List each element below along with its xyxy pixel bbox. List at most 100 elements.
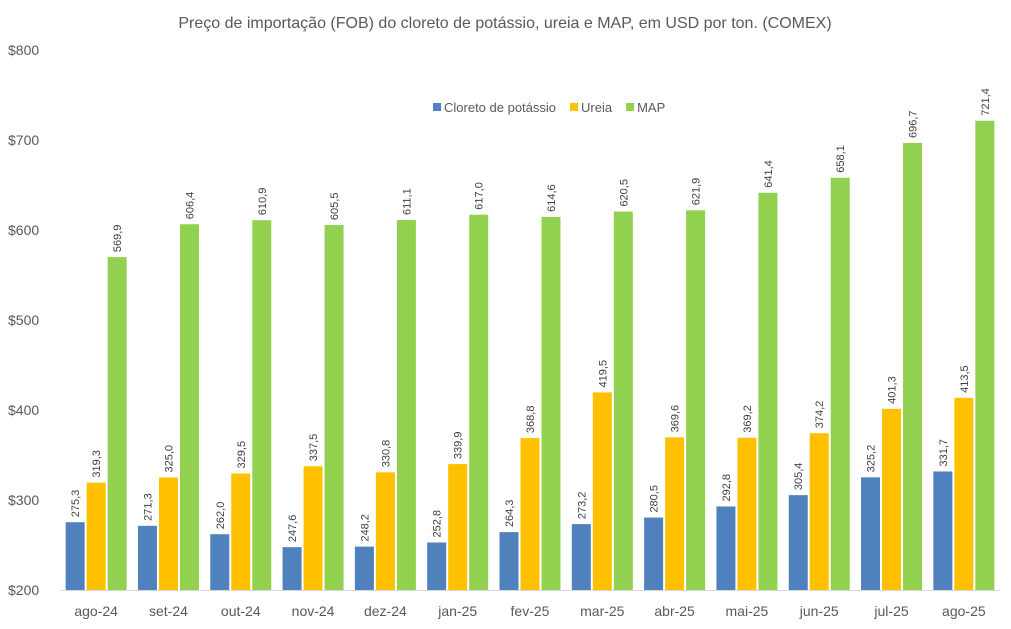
bar-ureia-fev-25 [520, 438, 540, 590]
data-label: 658,1 [835, 145, 847, 173]
bar-map-dez-24 [396, 220, 416, 590]
bar-cloreto-de-pot-ssio-ago-25 [933, 471, 953, 590]
data-label: 369,2 [742, 405, 754, 433]
bar-cloreto-de-pot-ssio-abr-25 [644, 517, 664, 590]
data-label: 331,7 [938, 439, 950, 467]
bar-map-out-24 [252, 220, 272, 590]
bar-map-jun-25 [830, 177, 850, 590]
data-label: 368,8 [525, 406, 537, 434]
bars-group [65, 120, 995, 591]
legend-label: Ureia [581, 100, 613, 115]
y-axis: $200 $300 $400 $500 $600 $700 $800 [8, 42, 39, 598]
data-label: 369,6 [670, 405, 682, 433]
y-tick-label: $300 [8, 492, 39, 508]
bar-cloreto-de-pot-ssio-dez-24 [354, 546, 374, 590]
bar-map-jan-25 [469, 214, 489, 590]
bar-cloreto-de-pot-ssio-set-24 [137, 525, 157, 590]
y-tick-label: $500 [8, 312, 39, 328]
bar-ureia-mar-25 [592, 392, 612, 590]
x-tick-label: fev-25 [511, 603, 550, 619]
data-label: 413,5 [959, 365, 971, 393]
data-label: 617,0 [474, 182, 486, 210]
data-label: 325,0 [163, 445, 175, 473]
data-label: 262,0 [215, 502, 227, 530]
x-tick-label: mai-25 [726, 603, 769, 619]
data-label: 273,2 [576, 492, 588, 520]
legend-swatch [626, 103, 635, 111]
x-tick-label: ago-24 [74, 603, 118, 619]
data-label: 252,8 [432, 510, 444, 538]
bar-ureia-ago-25 [954, 397, 974, 590]
bar-cloreto-de-pot-ssio-fev-25 [499, 532, 519, 590]
data-label: 280,5 [649, 485, 661, 513]
data-label: 621,9 [691, 178, 703, 206]
legend-swatch [433, 103, 441, 111]
x-tick-label: ago-25 [942, 603, 986, 619]
bar-map-ago-25 [975, 120, 995, 591]
bar-cloreto-de-pot-ssio-jan-25 [427, 542, 447, 590]
data-label: 264,3 [504, 500, 516, 528]
data-label: 605,5 [329, 193, 341, 221]
bar-map-abr-25 [686, 210, 706, 591]
data-label: 606,4 [184, 192, 196, 220]
bar-map-jul-25 [903, 142, 923, 590]
data-label: 401,3 [887, 376, 899, 404]
bar-cloreto-de-pot-ssio-mar-25 [571, 524, 591, 590]
data-label: 330,8 [380, 440, 392, 468]
data-label: 641,4 [763, 160, 775, 188]
bar-ureia-abr-25 [665, 437, 685, 590]
data-label: 292,8 [721, 474, 733, 502]
bar-map-nov-24 [324, 225, 344, 591]
data-label: 325,2 [866, 445, 878, 473]
bar-cloreto-de-pot-ssio-mai-25 [716, 506, 736, 590]
bar-cloreto-de-pot-ssio-nov-24 [282, 547, 302, 590]
data-label: 319,3 [91, 450, 103, 478]
bar-map-ago-24 [107, 257, 127, 590]
data-label: 275,3 [70, 490, 82, 518]
data-labels-group: 275,3 319,3 569,9 271,3 325,0 606,4 262,0 329,5… [70, 88, 992, 542]
bar-ureia-dez-24 [375, 472, 395, 590]
chart-title: Preço de importação (FOB) do cloreto de … [178, 15, 831, 32]
data-label: 248,2 [359, 514, 371, 542]
bar-ureia-set-24 [158, 477, 178, 590]
legend-label: Cloreto de potássio [444, 100, 556, 115]
bar-ureia-jan-25 [448, 464, 468, 590]
y-tick-label: $700 [8, 132, 39, 148]
bar-cloreto-de-pot-ssio-jun-25 [788, 495, 808, 590]
x-tick-label: mar-25 [580, 603, 625, 619]
bar-map-set-24 [179, 224, 199, 591]
bar-ureia-mai-25 [737, 437, 757, 590]
data-label: 339,9 [453, 432, 465, 460]
x-tick-label: abr-25 [654, 603, 695, 619]
data-label: 610,9 [257, 188, 269, 216]
data-label: 419,5 [597, 360, 609, 388]
bar-ureia-out-24 [231, 473, 251, 590]
bar-ureia-ago-24 [86, 482, 106, 590]
x-tick-label: dez-24 [364, 603, 407, 619]
data-label: 271,3 [142, 493, 154, 521]
legend-swatch [570, 103, 579, 111]
y-tick-label: $600 [8, 222, 39, 238]
x-tick-label: set-24 [149, 603, 188, 619]
x-tick-label: jan-25 [437, 603, 477, 619]
data-label: 337,5 [308, 434, 320, 462]
data-label: 614,6 [546, 184, 558, 212]
x-tick-label: jun-25 [799, 603, 839, 619]
x-tick-label: jul-25 [873, 603, 908, 619]
data-label: 611,1 [401, 188, 413, 215]
data-label: 247,6 [287, 515, 299, 543]
data-label: 721,4 [980, 88, 992, 116]
data-label: 305,4 [793, 463, 805, 491]
x-tick-label: nov-24 [292, 603, 335, 619]
bar-ureia-jul-25 [882, 408, 902, 590]
y-tick-label: $200 [8, 582, 39, 598]
bar-ureia-jun-25 [809, 433, 829, 590]
bar-map-mai-25 [758, 192, 778, 591]
y-tick-label: $800 [8, 42, 39, 58]
data-label: 620,5 [618, 179, 630, 207]
data-label: 329,5 [236, 441, 248, 469]
legend: Cloreto de potássio Ureia MAP [433, 100, 665, 115]
bar-cloreto-de-pot-ssio-ago-24 [65, 522, 85, 590]
bar-cloreto-de-pot-ssio-out-24 [210, 534, 230, 590]
